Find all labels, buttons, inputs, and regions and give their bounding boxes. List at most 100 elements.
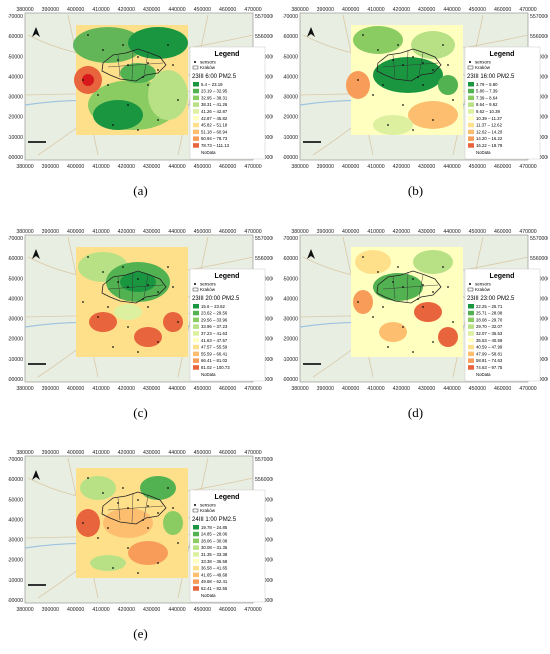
sensor-point: [107, 527, 109, 529]
legend-class-label: 42.87 – 45.82: [201, 116, 228, 121]
legend-boundary-label: Kraków: [475, 287, 491, 292]
x-tick-label-top: 390000: [317, 229, 334, 235]
sensor-point: [97, 94, 99, 96]
sensor-point: [402, 104, 404, 106]
x-tick-label-bottom: 450000: [469, 386, 486, 392]
sensor-point: [167, 487, 169, 489]
city-boundary: [101, 270, 167, 304]
legend-variable-title: 23III 16:00 PM2.5: [467, 74, 515, 80]
legend-background: [464, 46, 541, 160]
x-tick-label-bottom: 460000: [494, 164, 511, 170]
x-tick-label-top: 450000: [194, 450, 211, 456]
legend-class-swatch: [193, 338, 199, 343]
legend-sensor-symbol: [194, 504, 196, 506]
x-tick-label-bottom: 470000: [244, 164, 261, 170]
legend-class-label: 41.65 – 49.68: [201, 572, 228, 577]
y-tick-label-left: 5550000: [8, 54, 23, 60]
sensor-point: [177, 99, 179, 101]
sensor-point: [432, 69, 434, 71]
district-lines: [382, 271, 439, 303]
y-tick-label-left: 5510000: [283, 135, 298, 141]
x-tick-label-top: 380000: [16, 450, 33, 456]
legend-class-label: 14.20 – 16.22: [476, 136, 503, 141]
y-tick-label-left: 5520000: [283, 337, 298, 343]
city-boundary: [376, 270, 442, 304]
legend-class-swatch: [468, 338, 474, 343]
sensor-point: [137, 278, 139, 280]
legend-sensors-label: sensors: [475, 60, 492, 65]
sensor-point: [127, 547, 129, 549]
sensor-point: [122, 44, 124, 46]
x-tick-label-top: 380000: [16, 229, 33, 235]
sensor-point: [387, 346, 389, 348]
x-tick-label-bottom: 380000: [16, 164, 33, 170]
legend-sensor-symbol: [194, 61, 196, 63]
legend-class-label: 12.62 – 14.20: [476, 129, 503, 134]
legend-class-label: 23.19 – 32.95: [201, 89, 228, 94]
sensor-point: [157, 69, 159, 71]
x-tick-label-top: 450000: [194, 229, 211, 235]
north-arrow-icon: [307, 27, 315, 37]
x-tick-label-top: 390000: [42, 7, 59, 13]
y-tick-label-left: 5570000: [283, 236, 298, 242]
x-tick-label-top: 450000: [469, 229, 486, 235]
legend-class-swatch: [468, 310, 474, 316]
legend-nodata-label: NoData: [476, 150, 491, 155]
legend-class-swatch: [468, 109, 474, 114]
x-tick-label-bottom: 380000: [16, 607, 33, 613]
sensor-point: [167, 44, 169, 46]
x-tick-label-top: 410000: [92, 450, 109, 456]
sensor-point: [432, 291, 434, 293]
x-tick-label-top: 390000: [42, 450, 59, 456]
x-tick-label-bottom: 460000: [219, 164, 236, 170]
legend-class-swatch: [193, 531, 199, 537]
sensor-point: [112, 567, 114, 569]
legend-class-swatch: [193, 586, 199, 591]
legend-class-label: 45.82 – 51.18: [201, 123, 228, 128]
legend-class-swatch: [193, 116, 199, 121]
x-tick-label-bottom: 440000: [443, 164, 460, 170]
legend-class-label: 24.85 – 28.06: [201, 532, 228, 537]
legend-title: Legend: [215, 51, 240, 58]
sensor-point: [447, 286, 449, 288]
legend-class-label: 31.35 – 33.38: [201, 552, 228, 557]
y-tick-label-left: 5570000: [8, 457, 23, 463]
x-tick-label-bottom: 410000: [92, 164, 109, 170]
legend-class-label: 3.79 – 5.80: [476, 82, 498, 87]
x-tick-label-top: 440000: [168, 7, 185, 13]
y-tick-label-left: 5520000: [8, 115, 23, 121]
x-tick-label-bottom: 380000: [16, 386, 33, 392]
legend-boundary-symbol: [467, 287, 474, 292]
legend-sensor-symbol: [469, 61, 471, 63]
legend-class-swatch: [468, 116, 474, 121]
city-boundary: [101, 491, 167, 525]
x-tick-label-top: 460000: [219, 229, 236, 235]
legend-class-swatch: [193, 572, 199, 578]
legend-class-label: 33.38 – 36.58: [201, 559, 228, 564]
legend-class-swatch: [193, 317, 199, 323]
map-panel-c: 380000 380000 390000 390000 400000 400000 4100…: [8, 227, 273, 427]
sensor-point: [442, 266, 444, 268]
legend-class-swatch: [468, 88, 474, 94]
legend-class-label: 22.25 – 25.71: [476, 304, 503, 309]
map-panel-e: 380000 380000 390000 390000 400000 400000 4100…: [8, 448, 273, 648]
legend-class-swatch: [468, 136, 474, 141]
sensor-point: [117, 502, 119, 504]
scale-bar: [303, 141, 321, 143]
y-tick-label-left: 5560000: [283, 256, 298, 262]
sensor-point: [127, 286, 129, 288]
x-tick-label-bottom: 410000: [367, 164, 384, 170]
sensor-point: [147, 505, 149, 507]
scale-bar: [28, 141, 46, 143]
x-tick-label-bottom: 400000: [342, 164, 359, 170]
y-tick-label-left: 5550000: [8, 276, 23, 282]
x-tick-label-bottom: 400000: [67, 386, 84, 392]
sensor-point: [117, 281, 119, 283]
legend-class-label: 5.80 – 7.39: [476, 89, 498, 94]
x-tick-label-bottom: 450000: [194, 386, 211, 392]
sensor-point: [372, 316, 374, 318]
sensor-point: [452, 321, 454, 323]
sensor-point: [147, 84, 149, 86]
legend-class-label: 28.08 – 29.70: [476, 317, 503, 322]
